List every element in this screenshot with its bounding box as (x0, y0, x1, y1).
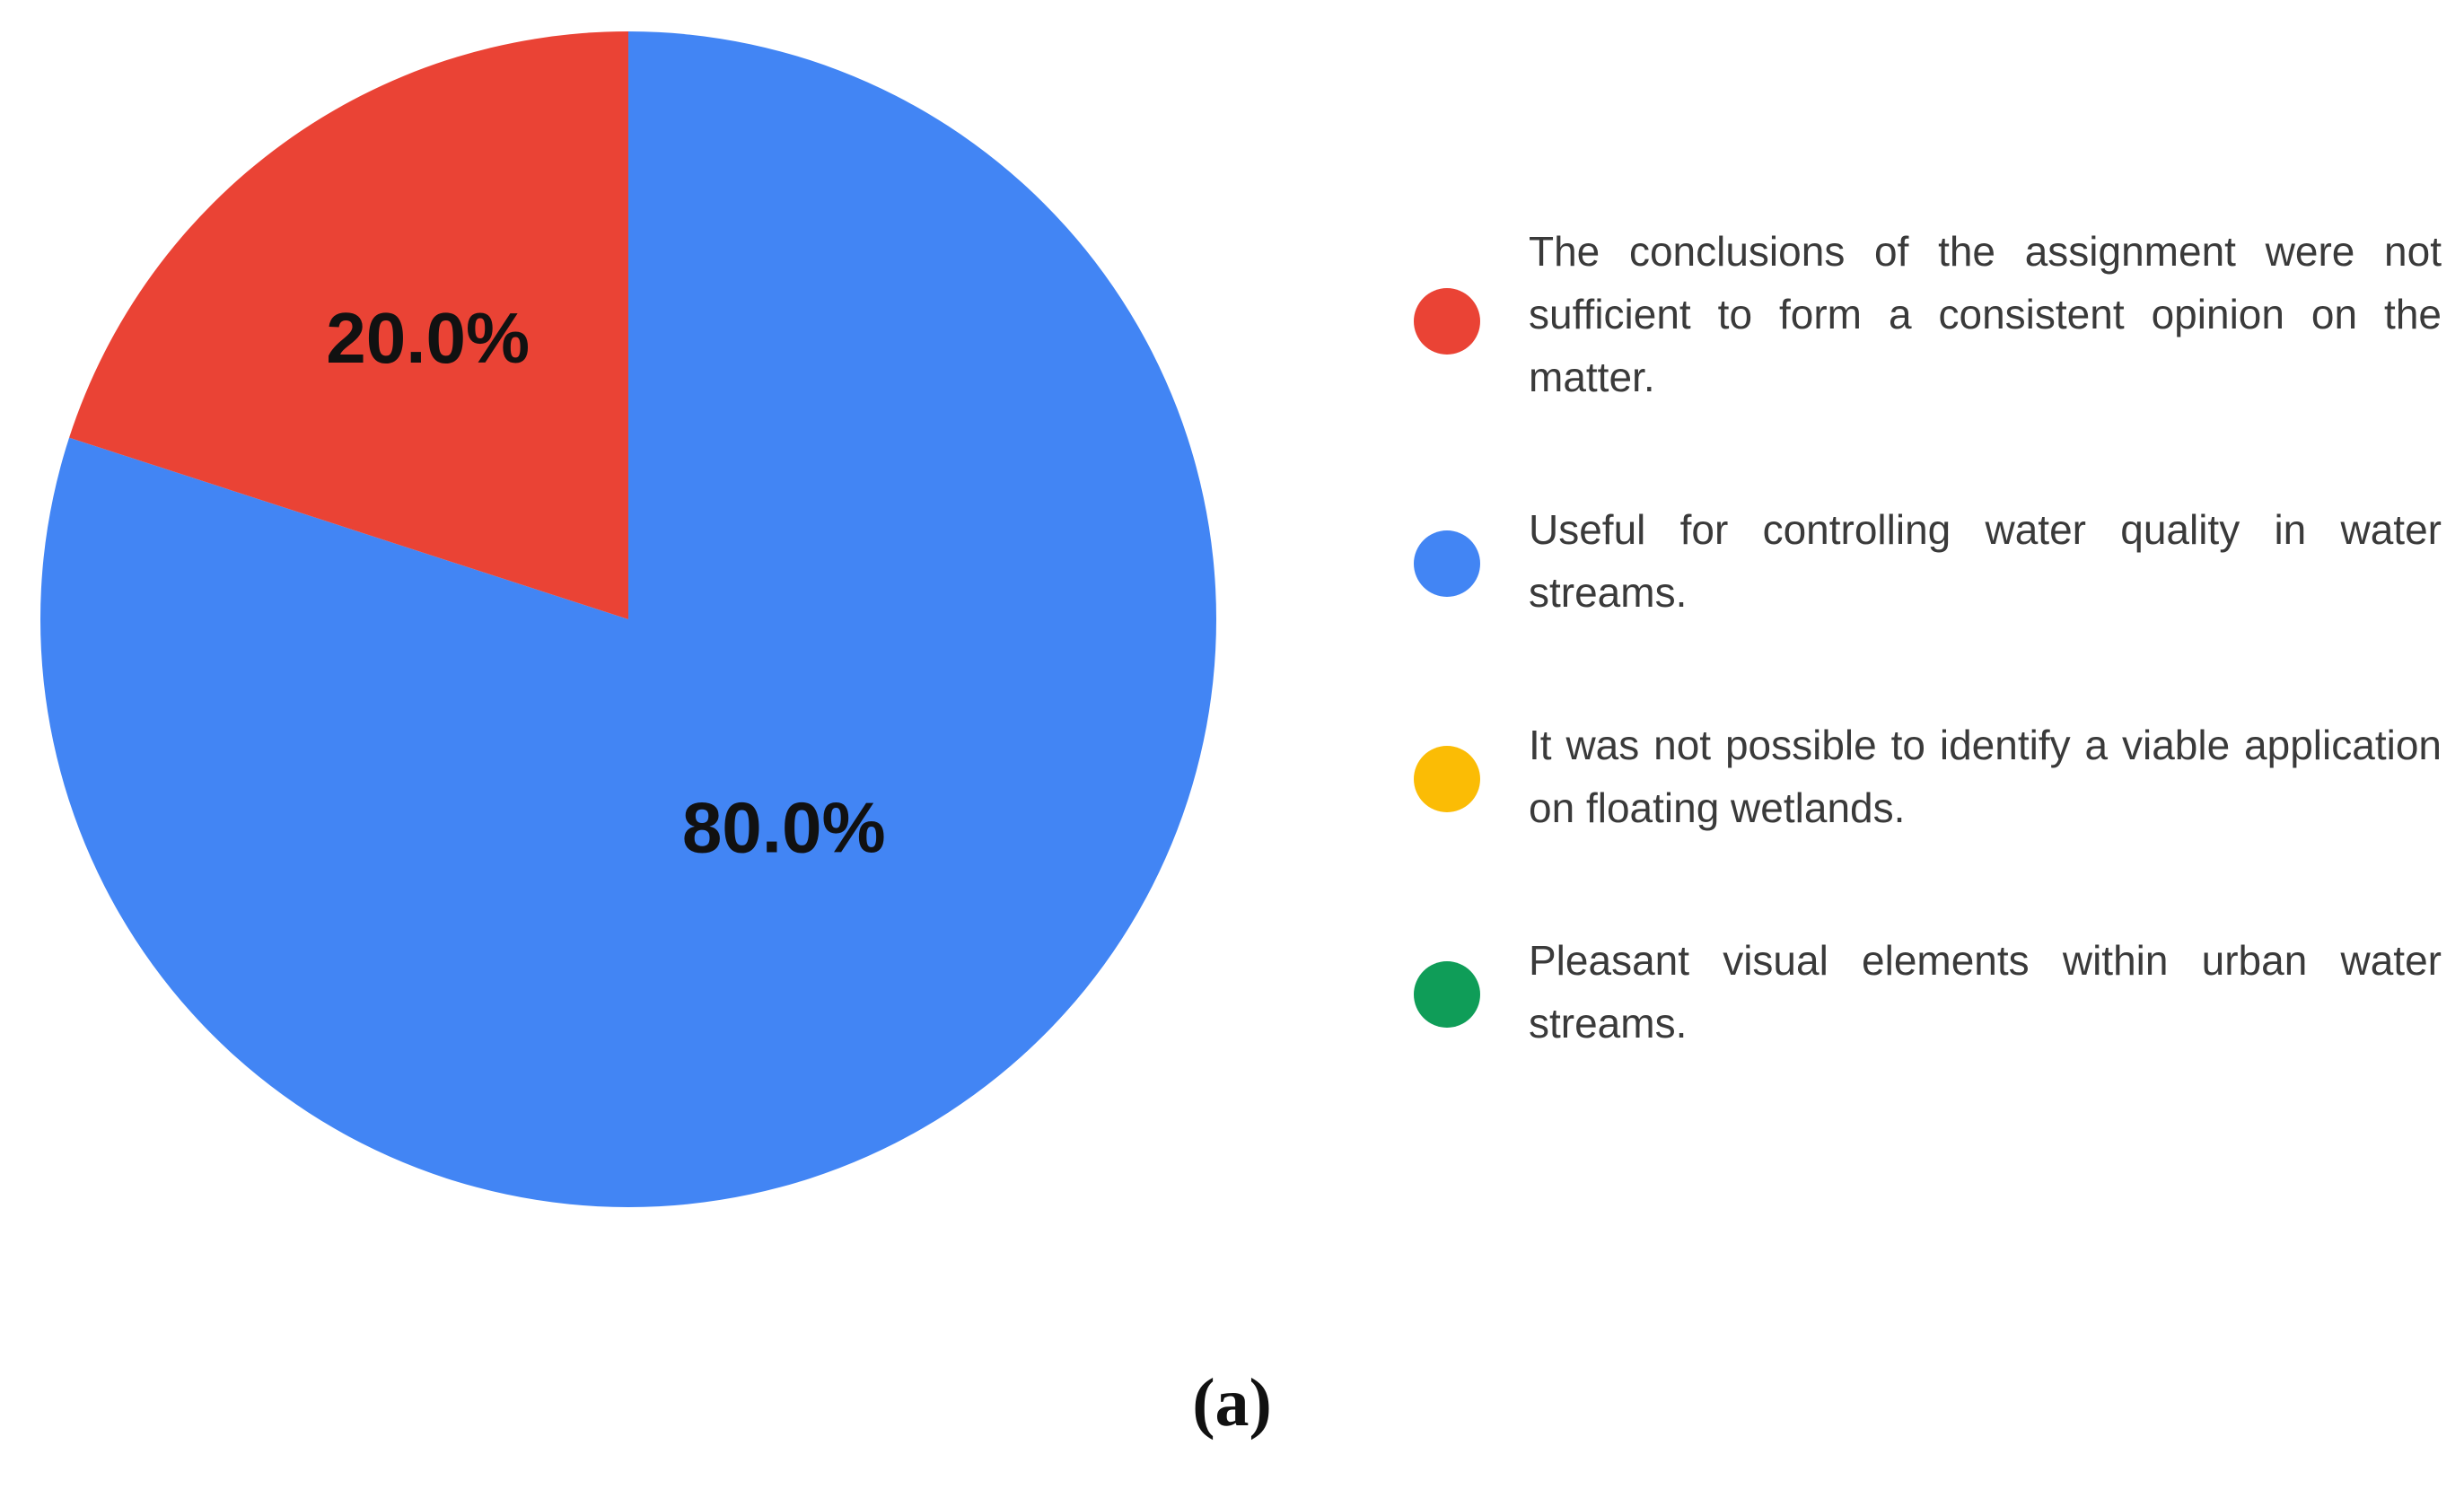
pie-slice-label-0: 20.0% (326, 298, 530, 378)
figure-caption: (a) (1192, 1365, 1272, 1441)
legend-dot-blue-icon (1414, 530, 1480, 597)
legend-label: It was not possible to identify a viable… (1529, 722, 2442, 831)
legend-dot-red-icon (1414, 288, 1480, 355)
pie-chart: 80.0% 20.0% (40, 31, 1217, 1207)
legend-dot-green-icon (1414, 961, 1480, 1028)
pie-slice-1 (40, 31, 1217, 1207)
pie-slice-label-1: 80.0% (682, 788, 886, 868)
legend-label: The conclusions of the assignment were n… (1529, 228, 2442, 400)
legend-label: Pleasant visual elements within urban wa… (1529, 937, 2442, 1047)
legend-dot-yellow-icon (1414, 746, 1480, 812)
pie-slice-0 (69, 31, 628, 619)
legend-label: Useful for controlling water quality in … (1529, 506, 2442, 616)
